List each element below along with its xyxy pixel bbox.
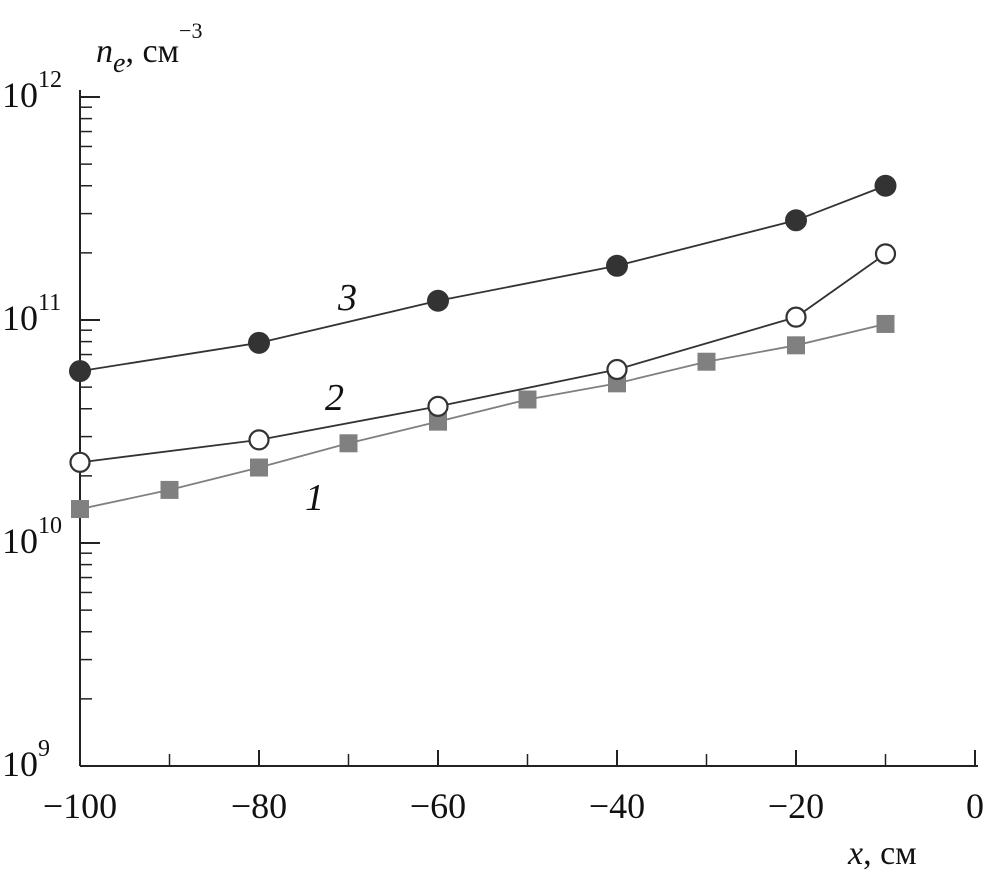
x-label-unit: , см (863, 835, 917, 872)
x-label-symbol: x (847, 835, 863, 872)
x-tick-label: −60 (410, 786, 466, 826)
marker (69, 451, 91, 473)
y-tick-exponent: 9 (38, 736, 50, 762)
marker (248, 429, 270, 451)
x-tick-label: −40 (589, 786, 645, 826)
series-label: 3 (337, 277, 357, 319)
x-tick-label: 0 (966, 786, 984, 826)
y-label-exponent: −3 (179, 18, 202, 43)
y-tick-label: 1010 (2, 513, 62, 561)
marker (697, 352, 716, 371)
y-tick-exponent: 11 (38, 290, 61, 316)
x-tick-label: −80 (231, 786, 287, 826)
series-line (79, 323, 886, 510)
y-label-unit: , см (125, 33, 179, 70)
y-tick-exponent: 10 (38, 513, 62, 539)
y-tick-label: 1012 (2, 67, 62, 115)
marker (874, 243, 897, 265)
y-label-subscript: e (113, 48, 125, 79)
x-tick-label: −100 (43, 786, 117, 826)
marker (71, 500, 89, 519)
y-tick-base: 10 (2, 75, 38, 115)
marker (427, 395, 449, 417)
marker (876, 314, 895, 333)
marker (785, 306, 807, 328)
series-label: 1 (305, 477, 324, 519)
marker (339, 434, 358, 453)
y-tick-label: 1011 (2, 290, 61, 338)
marker (248, 331, 270, 354)
y-tick-base: 10 (2, 744, 38, 784)
series-line (79, 253, 887, 464)
x-tick-label: −20 (768, 786, 824, 826)
y-tick-base: 10 (2, 521, 38, 561)
y-axis-label: ne, см−3 (96, 18, 202, 79)
series-line (79, 184, 886, 372)
marker (160, 480, 179, 499)
marker (874, 174, 897, 197)
marker (429, 412, 447, 431)
marker (518, 390, 537, 409)
marker (606, 254, 628, 277)
series-label: 2 (325, 377, 344, 419)
marker (250, 458, 268, 477)
marker (427, 289, 449, 312)
x-axis-label: x, см (847, 835, 917, 872)
marker (606, 358, 628, 381)
y-label-symbol: n (96, 33, 113, 70)
y-tick-exponent: 12 (38, 67, 62, 93)
marker (69, 360, 91, 383)
marker (785, 209, 807, 232)
y-tick-label: 109 (2, 736, 50, 784)
y-tick-base: 10 (2, 298, 38, 338)
marker (787, 336, 805, 355)
